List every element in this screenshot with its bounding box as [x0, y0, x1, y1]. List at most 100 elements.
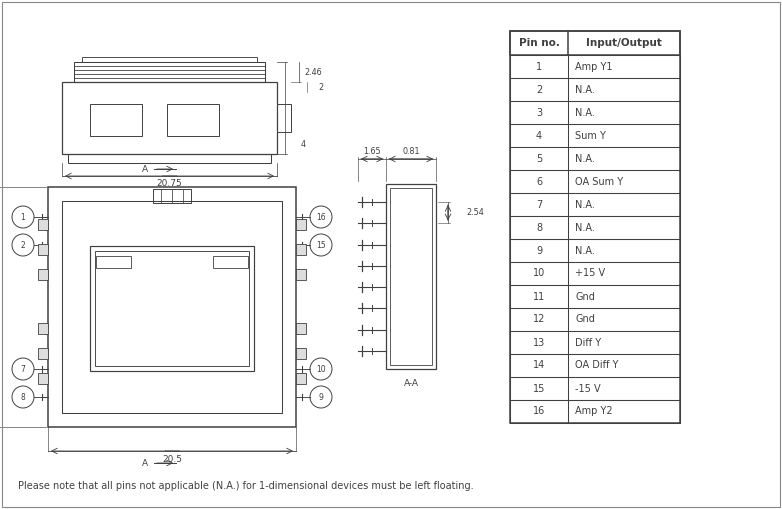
Text: Amp Y2: Amp Y2: [575, 407, 612, 416]
Bar: [510, 147, 680, 170]
Bar: [510, 262, 680, 285]
Bar: [90, 104, 142, 136]
Text: 0.81: 0.81: [402, 147, 420, 156]
Text: -15 V: -15 V: [575, 383, 601, 393]
Text: 1: 1: [20, 212, 25, 221]
Bar: [296, 244, 306, 255]
Text: A: A: [142, 164, 148, 174]
Bar: [38, 348, 48, 359]
Text: 8: 8: [536, 222, 542, 233]
Text: N.A.: N.A.: [575, 200, 595, 210]
Bar: [386, 184, 436, 369]
Text: 3: 3: [536, 107, 542, 118]
Text: 16: 16: [533, 407, 545, 416]
Text: 4: 4: [536, 130, 542, 140]
Text: A-A: A-A: [404, 379, 418, 387]
Bar: [38, 373, 48, 384]
Text: 9: 9: [318, 392, 324, 402]
Bar: [296, 269, 306, 280]
Text: 15: 15: [316, 240, 326, 249]
Text: 1: 1: [536, 62, 542, 71]
Text: Sum Y: Sum Y: [575, 130, 606, 140]
Bar: [510, 170, 680, 193]
Bar: [510, 239, 680, 262]
Bar: [62, 201, 282, 413]
Text: 7: 7: [536, 200, 542, 210]
Bar: [213, 256, 248, 268]
Text: 2: 2: [318, 82, 324, 92]
Bar: [167, 104, 219, 136]
Bar: [38, 323, 48, 334]
Text: Gnd: Gnd: [575, 292, 595, 301]
Bar: [510, 216, 680, 239]
Text: 7: 7: [20, 364, 26, 374]
Bar: [74, 62, 265, 82]
Bar: [390, 188, 432, 365]
Text: Pin no.: Pin no.: [518, 38, 559, 48]
Text: N.A.: N.A.: [575, 84, 595, 95]
Bar: [510, 31, 680, 423]
Text: 5: 5: [536, 154, 542, 163]
Text: N.A.: N.A.: [575, 154, 595, 163]
Bar: [95, 251, 249, 366]
Text: 14: 14: [533, 360, 545, 371]
Text: 20.5: 20.5: [162, 455, 182, 464]
Bar: [296, 348, 306, 359]
Text: Input/Output: Input/Output: [586, 38, 662, 48]
Text: Amp Y1: Amp Y1: [575, 62, 612, 71]
Text: 2.54: 2.54: [466, 208, 484, 217]
Text: 8: 8: [20, 392, 25, 402]
Bar: [38, 269, 48, 280]
Text: +15 V: +15 V: [575, 269, 605, 278]
Text: 15: 15: [533, 383, 545, 393]
Text: Please note that all pins not applicable (N.A.) for 1-dimensional devices must b: Please note that all pins not applicable…: [18, 481, 474, 491]
Bar: [82, 57, 257, 62]
Text: 13: 13: [533, 337, 545, 348]
Text: N.A.: N.A.: [575, 245, 595, 256]
Bar: [510, 285, 680, 308]
Bar: [277, 104, 291, 132]
Bar: [510, 308, 680, 331]
Bar: [510, 354, 680, 377]
Bar: [62, 82, 277, 154]
Text: OA Sum Y: OA Sum Y: [575, 177, 623, 186]
Text: 10: 10: [533, 269, 545, 278]
Bar: [296, 373, 306, 384]
Bar: [510, 124, 680, 147]
Text: 4: 4: [300, 139, 306, 149]
Text: A: A: [142, 459, 148, 467]
Bar: [510, 400, 680, 423]
Text: Gnd: Gnd: [575, 315, 595, 325]
Bar: [90, 246, 254, 371]
Text: Diff Y: Diff Y: [575, 337, 601, 348]
Text: 20.75: 20.75: [156, 179, 182, 187]
Text: OA Diff Y: OA Diff Y: [575, 360, 619, 371]
Text: 2: 2: [536, 84, 542, 95]
Bar: [96, 256, 131, 268]
Bar: [68, 154, 271, 163]
Text: 2: 2: [20, 240, 25, 249]
Bar: [510, 377, 680, 400]
Text: 2.46: 2.46: [304, 68, 322, 76]
Text: 10: 10: [316, 364, 326, 374]
Bar: [48, 187, 296, 427]
Bar: [296, 323, 306, 334]
Bar: [510, 78, 680, 101]
Bar: [296, 219, 306, 230]
Text: 9: 9: [536, 245, 542, 256]
Bar: [510, 31, 680, 55]
Bar: [510, 193, 680, 216]
Text: 6: 6: [536, 177, 542, 186]
Text: N.A.: N.A.: [575, 222, 595, 233]
Text: N.A.: N.A.: [575, 107, 595, 118]
Bar: [38, 244, 48, 255]
Bar: [38, 219, 48, 230]
Text: 12: 12: [533, 315, 545, 325]
Text: 11: 11: [533, 292, 545, 301]
Bar: [153, 189, 191, 203]
Text: 1.65: 1.65: [363, 147, 381, 156]
Bar: [510, 331, 680, 354]
Bar: [510, 101, 680, 124]
Bar: [510, 55, 680, 78]
Text: 16: 16: [316, 212, 326, 221]
